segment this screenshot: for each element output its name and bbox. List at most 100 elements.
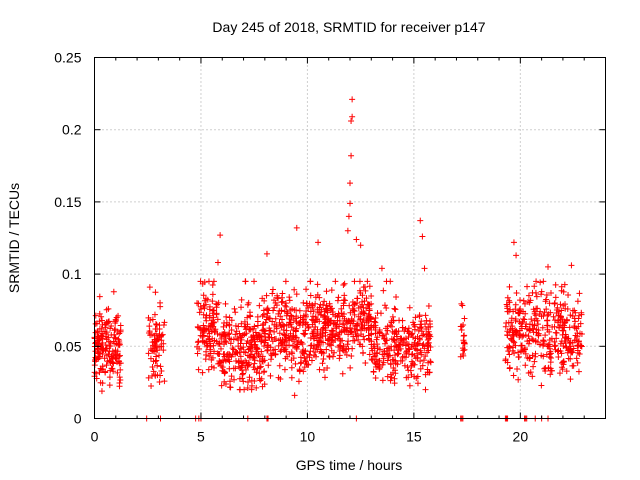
data-point	[152, 321, 159, 328]
data-point	[112, 318, 119, 325]
data-point	[561, 338, 568, 345]
data-point	[158, 337, 165, 344]
data-point	[276, 330, 283, 337]
data-point	[230, 336, 237, 343]
data-point	[512, 306, 519, 313]
data-point	[558, 307, 565, 314]
data-point	[370, 368, 377, 375]
data-point	[264, 310, 271, 317]
data-point	[302, 358, 309, 365]
data-point	[116, 338, 123, 345]
data-point	[156, 322, 163, 329]
data-point	[545, 341, 552, 348]
data-point	[265, 362, 272, 369]
data-point	[530, 325, 537, 332]
y-axis-title: SRMTID / TECUs	[6, 183, 22, 293]
y-tick-label: 0.1	[62, 266, 82, 282]
data-point	[400, 336, 407, 343]
data-point	[522, 346, 529, 353]
data-point	[297, 314, 304, 321]
y-tick-label: 0.05	[54, 338, 81, 354]
data-point	[158, 343, 165, 350]
data-point	[286, 337, 293, 344]
data-point	[194, 300, 201, 307]
data-point	[506, 364, 513, 371]
data-point	[324, 316, 331, 323]
data-point	[234, 335, 241, 342]
data-point	[422, 386, 429, 393]
data-point	[535, 327, 542, 334]
data-point	[266, 334, 273, 341]
data-point	[145, 350, 152, 357]
data-point	[335, 344, 342, 351]
data-point	[200, 322, 207, 329]
data-point	[306, 354, 313, 361]
data-point	[272, 300, 279, 307]
data-point	[526, 355, 533, 362]
data-point	[357, 316, 364, 323]
data-point	[267, 327, 274, 334]
data-point	[205, 278, 212, 285]
data-point	[567, 376, 574, 383]
data-point	[420, 357, 427, 364]
data-point	[235, 323, 242, 330]
data-point	[149, 363, 156, 370]
x-tick-label: 10	[300, 429, 316, 445]
data-point	[244, 321, 251, 328]
data-point	[194, 343, 201, 350]
data-point	[551, 338, 558, 345]
data-point	[96, 293, 103, 300]
data-point	[96, 318, 103, 325]
data-point	[374, 341, 381, 348]
data-point	[268, 352, 275, 359]
data-point	[210, 364, 217, 371]
data-point	[347, 364, 354, 371]
data-point	[531, 317, 538, 324]
data-point	[341, 324, 348, 331]
data-point	[334, 297, 341, 304]
data-point	[207, 343, 214, 350]
data-point	[417, 365, 424, 372]
data-point	[550, 313, 557, 320]
data-point	[537, 279, 544, 286]
data-point	[390, 369, 397, 376]
data-point	[224, 356, 231, 363]
data-point	[269, 290, 276, 297]
data-point	[460, 321, 467, 328]
data-point	[256, 302, 263, 309]
data-point	[218, 382, 225, 389]
data-point-notable	[349, 96, 356, 103]
data-point	[298, 359, 305, 366]
data-point	[460, 347, 467, 354]
data-point	[460, 352, 467, 359]
data-point	[203, 348, 210, 355]
data-point	[383, 337, 390, 344]
data-point	[538, 382, 545, 389]
data-point	[154, 362, 161, 369]
data-point	[151, 311, 158, 318]
data-point	[199, 369, 206, 376]
data-point	[281, 346, 288, 353]
data-point	[565, 291, 572, 298]
data-point	[572, 318, 579, 325]
data-point	[372, 324, 379, 331]
data-point	[377, 310, 384, 317]
data-point	[412, 314, 419, 321]
data-point	[348, 352, 355, 359]
data-point	[326, 300, 333, 307]
data-point	[565, 347, 572, 354]
data-point	[103, 362, 110, 369]
data-point	[333, 321, 340, 328]
data-point	[251, 334, 258, 341]
data-point	[560, 342, 567, 349]
data-point	[343, 351, 350, 358]
data-point	[561, 324, 568, 331]
data-point	[336, 329, 343, 336]
data-point-notable	[291, 392, 298, 399]
data-point	[265, 333, 272, 340]
data-point	[559, 318, 566, 325]
data-point	[92, 312, 99, 319]
data-point	[314, 346, 321, 353]
data-point	[222, 300, 229, 307]
data-point	[529, 373, 536, 380]
